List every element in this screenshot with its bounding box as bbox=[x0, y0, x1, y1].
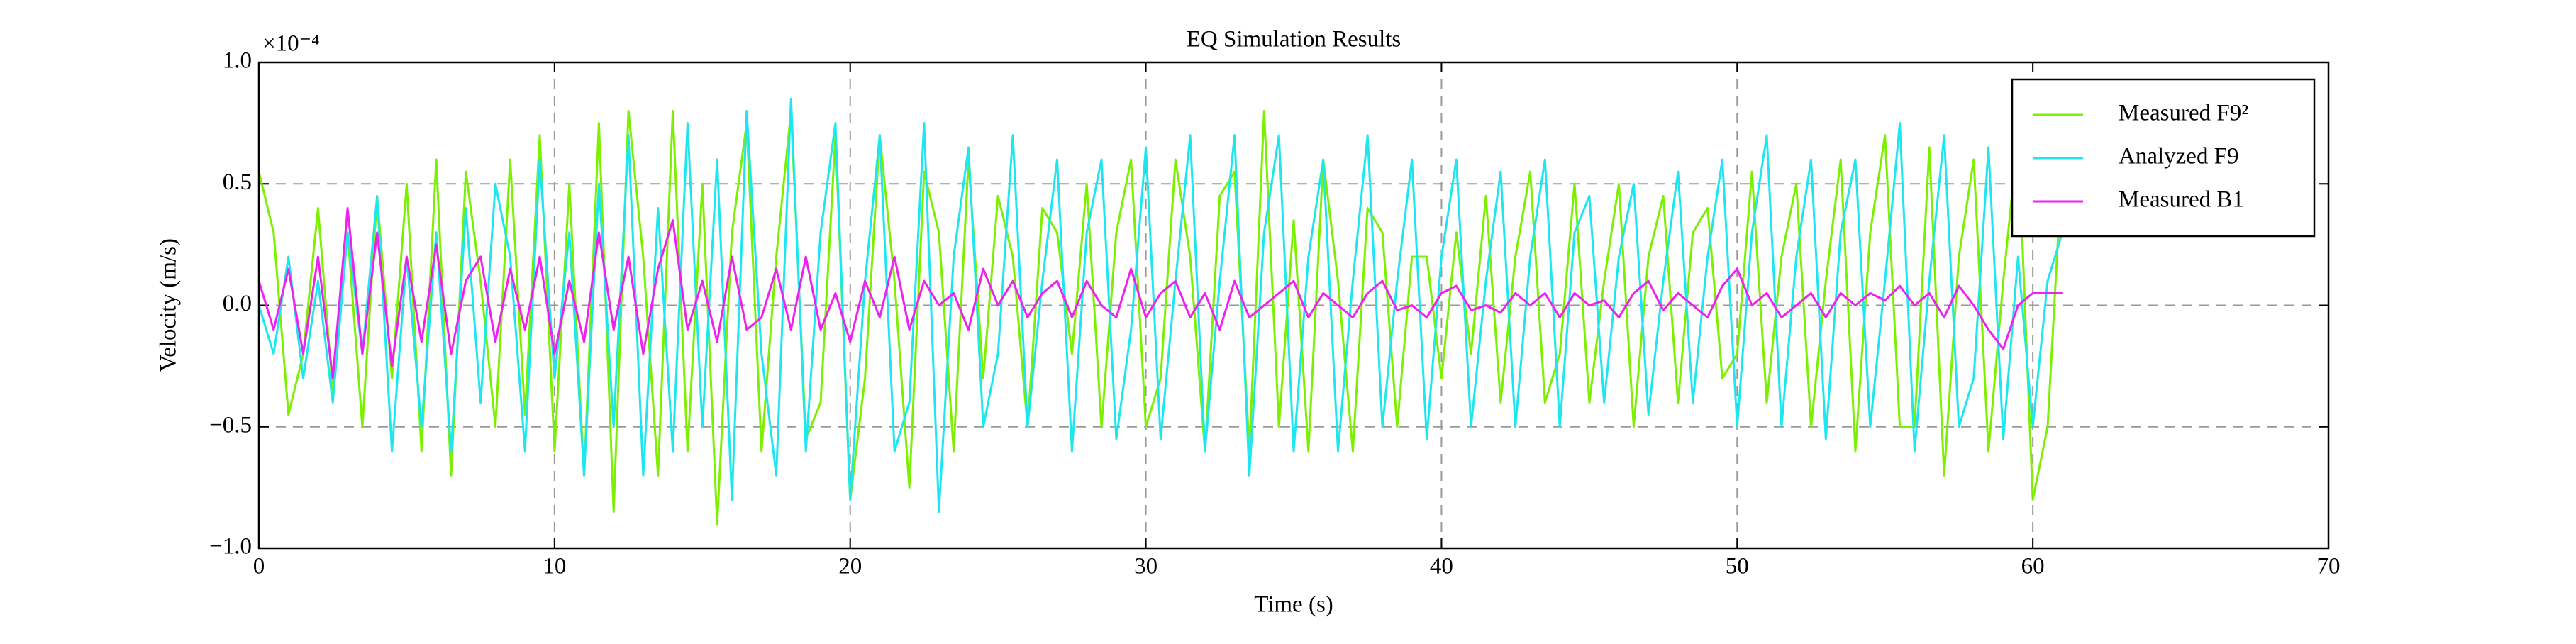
x-tick-label: 0 bbox=[253, 554, 265, 579]
x-tick-label: 30 bbox=[1134, 554, 1157, 579]
legend-label: Measured F9² bbox=[2119, 101, 2248, 126]
x-axis-label: Time (s) bbox=[1254, 592, 1333, 618]
plot-frame bbox=[257, 61, 2330, 550]
y-tick-label: 1.0 bbox=[223, 48, 252, 74]
series-line bbox=[257, 207, 2063, 379]
y-axis-label: Velocity (m/s) bbox=[156, 238, 182, 372]
y-tick-label: −1.0 bbox=[209, 534, 252, 560]
legend-label: Measured B1 bbox=[2119, 187, 2244, 213]
y-tick-label: 0.0 bbox=[223, 291, 252, 316]
y-scale-label: ×10⁻⁴ bbox=[262, 31, 320, 57]
x-tick-label: 20 bbox=[838, 554, 862, 579]
x-tick-label: 60 bbox=[2021, 554, 2045, 579]
series-line bbox=[257, 110, 2064, 526]
y-tick-label: 0.5 bbox=[223, 170, 252, 195]
x-tick-label: 70 bbox=[2317, 554, 2341, 579]
y-tick-label: −0.5 bbox=[209, 412, 252, 438]
chart-title: EQ Simulation Results bbox=[1187, 27, 1401, 52]
x-tick-label: 10 bbox=[543, 554, 566, 579]
legend-label: Analyzed F9 bbox=[2119, 144, 2239, 170]
x-tick-label: 40 bbox=[1430, 554, 1453, 579]
x-tick-label: 50 bbox=[1726, 554, 1749, 579]
